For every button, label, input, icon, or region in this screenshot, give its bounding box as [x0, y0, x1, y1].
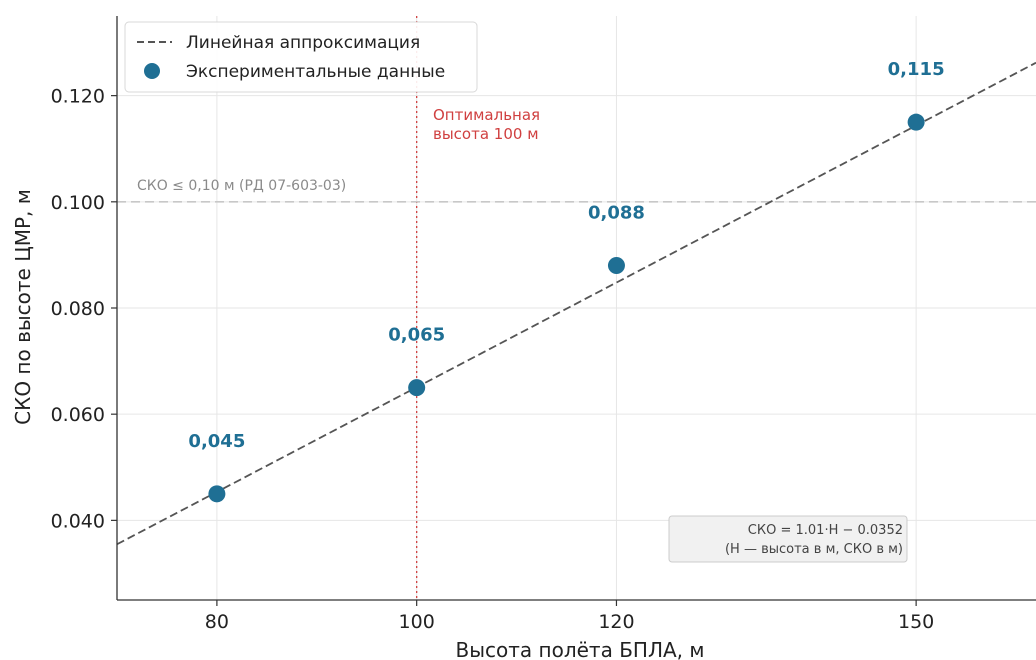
threshold-annotation: СКО ≤ 0,10 м (РД 07-603-03) — [137, 178, 346, 194]
x-tick-label: 120 — [598, 611, 634, 633]
legend-scatter-label: Экспериментальные данные — [186, 62, 445, 82]
equation-box-frame — [668, 515, 908, 563]
y-tick-label: 0.040 — [51, 510, 105, 532]
fit-line — [116, 61, 1036, 546]
y-tick-label: 0.080 — [51, 298, 105, 320]
optimal-height-annotation-line1: Оптимальная — [433, 106, 540, 124]
axes: 0.040 0.060 0.080 0.100 0.120 80 100 120 150 — [51, 16, 1036, 633]
y-tick-label: 0.100 — [51, 192, 105, 214]
legend-line-label: Линейная аппроксимация — [186, 33, 420, 53]
fit-line-layer — [116, 61, 1036, 546]
reference-lines — [117, 16, 1036, 600]
optimal-height-annotation: Оптимальная высота 100 м — [433, 106, 545, 143]
equation-box: СКО = 1.01·H − 0.0352 (H — высота в м, С… — [668, 515, 908, 563]
data-point — [607, 257, 625, 275]
optimal-height-annotation-line2: высота 100 м — [433, 125, 539, 143]
legend-marker-swatch — [144, 63, 160, 79]
x-axis-label: Высота полёта БПЛА, м — [456, 638, 705, 660]
equation-line2: (H — высота в м, СКО в м) — [725, 542, 903, 557]
data-label: 0,065 — [388, 325, 445, 346]
legend: Линейная аппроксимация Экспериментальные… — [124, 21, 478, 93]
data-label: 0,045 — [188, 431, 245, 452]
data-point — [408, 379, 426, 397]
point-labels: 0,045 0,065 0,088 0,115 — [188, 59, 944, 452]
y-axis-label: СКО по высоте ЦМР, м — [11, 189, 35, 425]
x-tick-label: 80 — [205, 611, 229, 633]
legend-box — [124, 21, 478, 93]
equation-line1: СКО = 1.01·H − 0.0352 — [748, 523, 903, 538]
data-point — [907, 113, 925, 131]
x-tick-label: 150 — [898, 611, 934, 633]
grid-layer — [117, 16, 1036, 600]
data-point — [208, 485, 226, 503]
data-label: 0,088 — [588, 203, 645, 224]
x-tick-label: 100 — [399, 611, 435, 633]
data-points — [208, 113, 925, 503]
y-tick-label: 0.120 — [51, 86, 105, 108]
y-tick-label: 0.060 — [51, 404, 105, 426]
data-label: 0,115 — [888, 59, 945, 80]
